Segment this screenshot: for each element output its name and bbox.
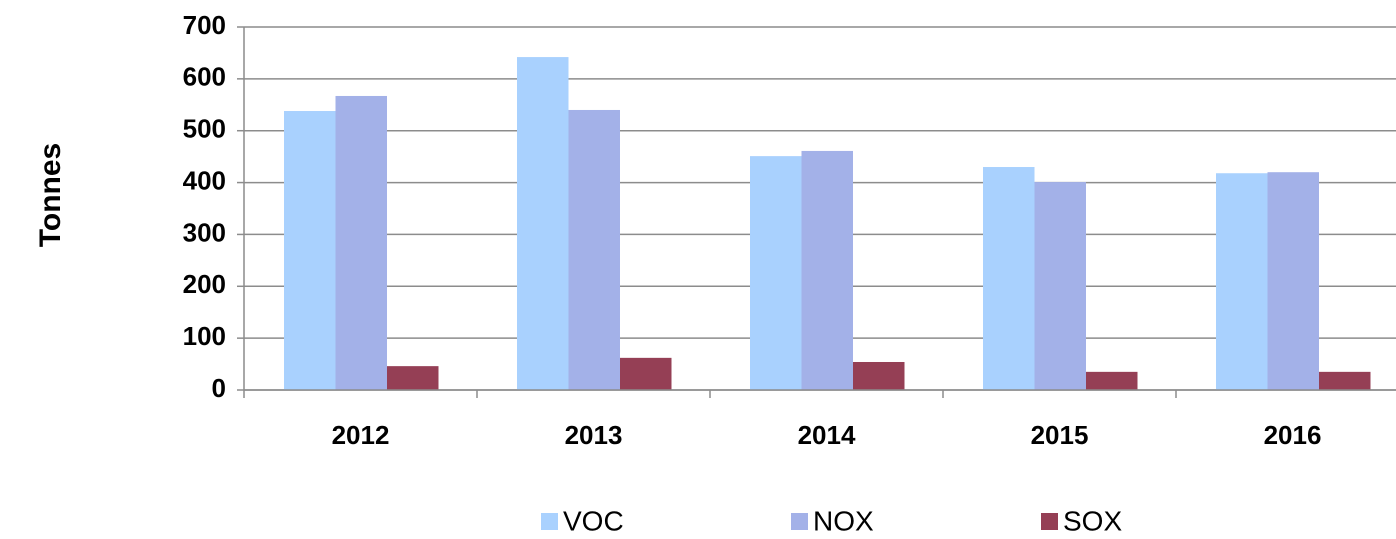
bar (983, 167, 1035, 390)
y-tick-label: 500 (183, 114, 226, 144)
legend-swatch (1041, 513, 1058, 530)
y-tick-label: 600 (183, 62, 226, 92)
y-tick-label: 700 (183, 10, 226, 40)
x-tick-label: 2014 (798, 420, 856, 450)
x-tick-label: 2012 (332, 420, 390, 450)
bar (853, 361, 905, 390)
bar (335, 95, 387, 390)
y-tick-label: 300 (183, 217, 226, 247)
legend-swatch (541, 513, 558, 530)
x-tick-label: 2015 (1031, 420, 1089, 450)
x-tick-label: 2013 (565, 420, 623, 450)
bar (1086, 371, 1138, 390)
y-tick-label: 100 (183, 321, 226, 351)
y-tick-label: 0 (212, 373, 226, 403)
legend-label: NOX (813, 505, 874, 536)
bar (750, 156, 802, 390)
bar (284, 111, 336, 390)
legend-label: SOX (1063, 505, 1122, 536)
x-tick-label: 2016 (1264, 420, 1322, 450)
legend-swatch (791, 513, 808, 530)
bar (568, 109, 620, 390)
bar (1267, 172, 1319, 390)
bar (1034, 182, 1086, 390)
bar (801, 150, 853, 390)
y-tick-label: 200 (183, 269, 226, 299)
bar (620, 357, 672, 390)
y-axis-label: Tonnes (34, 143, 67, 247)
legend-label: VOC (563, 505, 624, 536)
bar (1319, 371, 1371, 390)
bar (517, 57, 569, 390)
bar (1216, 173, 1268, 390)
bar (387, 366, 439, 390)
y-tick-label: 400 (183, 165, 226, 195)
